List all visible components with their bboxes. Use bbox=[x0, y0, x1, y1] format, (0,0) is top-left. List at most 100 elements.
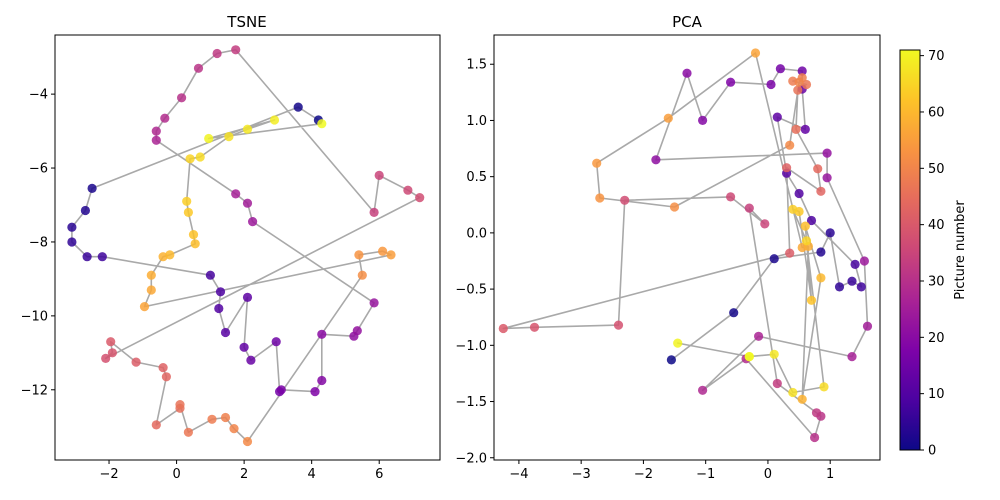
pca-point bbox=[825, 228, 835, 238]
pca-point bbox=[663, 113, 673, 123]
pca-point bbox=[592, 158, 602, 168]
pca-point bbox=[785, 248, 795, 258]
tsne-point bbox=[220, 327, 231, 338]
tsne-point bbox=[212, 48, 222, 59]
pca-point bbox=[822, 173, 832, 183]
tsne-point bbox=[97, 252, 107, 262]
pca-point bbox=[794, 188, 804, 199]
tsne-point bbox=[139, 302, 150, 312]
pca-point bbox=[810, 432, 820, 443]
tsne-point bbox=[276, 385, 286, 395]
pca-point bbox=[726, 77, 736, 87]
pca-point bbox=[682, 68, 692, 78]
pca-point bbox=[595, 193, 605, 203]
pca-point bbox=[847, 276, 857, 286]
pca-sequence-line bbox=[502, 52, 869, 439]
pca-y-tick-label: 1.5 bbox=[466, 58, 487, 73]
tsne-title: TSNE bbox=[226, 13, 266, 31]
pca-y-tick-label: 0.0 bbox=[466, 226, 487, 241]
pca-x-tick-label: −3 bbox=[572, 467, 591, 482]
pca-point bbox=[772, 112, 782, 122]
tsne-point bbox=[185, 154, 195, 164]
pca-y-tick-label: −2.0 bbox=[455, 451, 487, 466]
pca-y-tick-label: −1.0 bbox=[455, 339, 487, 354]
colorbar-tick-label: 20 bbox=[928, 331, 945, 346]
pca-point bbox=[729, 308, 739, 318]
pca-point bbox=[673, 338, 683, 348]
tsne-point bbox=[161, 372, 171, 382]
pca-point bbox=[726, 192, 736, 202]
tsne-axes-frame bbox=[54, 34, 441, 461]
tsne-point bbox=[231, 45, 241, 55]
pca-y-ticks: −2.0 −1.5 −1.0 −0.5 0.0 0.5 1.0 1.5 bbox=[455, 58, 494, 466]
pca-point bbox=[850, 259, 860, 269]
colorbar-tick-label: 30 bbox=[928, 274, 945, 289]
pca-x-tick-label: −4 bbox=[509, 467, 528, 482]
pca-point bbox=[498, 323, 508, 334]
tsne-point bbox=[146, 285, 156, 295]
tsne-point bbox=[160, 113, 170, 123]
pca-point bbox=[613, 320, 624, 330]
tsne-point bbox=[146, 270, 156, 280]
tsne-point bbox=[242, 124, 253, 134]
pca-points bbox=[498, 48, 873, 443]
tsne-point bbox=[374, 170, 384, 180]
pca-point bbox=[769, 254, 779, 264]
pca-point bbox=[791, 124, 801, 134]
pca-point bbox=[856, 282, 866, 292]
pca-y-tick-label: 0.5 bbox=[466, 170, 487, 185]
tsne-point bbox=[369, 207, 379, 217]
pca-point bbox=[797, 394, 807, 404]
tsne-point bbox=[177, 93, 187, 103]
tsne-point bbox=[204, 133, 214, 144]
pca-y-tick-label: −1.5 bbox=[455, 395, 487, 410]
tsne-y-tick-label: −4 bbox=[29, 88, 48, 103]
tsne-point bbox=[214, 303, 224, 314]
pca-point bbox=[754, 331, 764, 341]
pca-point bbox=[859, 256, 870, 266]
tsne-path bbox=[71, 48, 421, 443]
colorbar-ticks: 0 10 20 30 40 50 60 70 bbox=[920, 49, 945, 459]
tsne-point bbox=[207, 414, 217, 424]
pca-point bbox=[775, 64, 786, 74]
tsne-point bbox=[87, 183, 97, 193]
tsne-point bbox=[403, 185, 413, 195]
tsne-point bbox=[239, 342, 249, 352]
pca-x-tick-label: −1 bbox=[696, 467, 715, 482]
colorbar-tick-label: 70 bbox=[928, 49, 945, 64]
tsne-x-tick-label: 2 bbox=[240, 467, 248, 482]
tsne-point bbox=[175, 400, 185, 410]
pca-point bbox=[788, 387, 798, 398]
pca-point bbox=[698, 385, 708, 395]
colorbar-tick-label: 50 bbox=[928, 162, 945, 177]
colorbar-frame bbox=[899, 49, 921, 451]
tsne-point bbox=[352, 326, 362, 336]
tsne-x-ticks: −2 0 2 4 6 bbox=[99, 460, 383, 482]
pca-x-ticks: −4 −3 −2 −1 0 1 bbox=[509, 460, 834, 482]
tsne-point bbox=[369, 298, 379, 308]
pca-point bbox=[813, 164, 823, 174]
pca-axes-frame bbox=[493, 34, 881, 461]
pca-point bbox=[822, 148, 832, 158]
pca-x-tick-label: −2 bbox=[634, 467, 653, 482]
tsne-point bbox=[131, 357, 141, 367]
pca-point bbox=[698, 115, 708, 125]
pca-x-tick-label: 1 bbox=[826, 467, 834, 482]
tsne-point bbox=[310, 387, 320, 397]
pca-y-tick-label: −0.5 bbox=[455, 283, 487, 298]
pca-point bbox=[788, 204, 798, 214]
pca-point bbox=[769, 349, 779, 359]
pca-point bbox=[785, 140, 795, 150]
colorbar-tick-label: 10 bbox=[928, 387, 945, 402]
pca-point bbox=[620, 195, 630, 205]
tsne-points bbox=[67, 45, 425, 447]
tsne-point bbox=[183, 427, 193, 437]
tsne-point bbox=[220, 412, 231, 423]
pca-point bbox=[806, 215, 817, 226]
tsne-point bbox=[151, 135, 161, 145]
tsne-point bbox=[182, 196, 192, 206]
pca-point bbox=[797, 66, 807, 76]
tsne-point bbox=[190, 239, 200, 249]
tsne-point bbox=[242, 292, 253, 302]
colorbar: 0 10 20 30 40 50 60 70 Picture number bbox=[899, 49, 968, 459]
